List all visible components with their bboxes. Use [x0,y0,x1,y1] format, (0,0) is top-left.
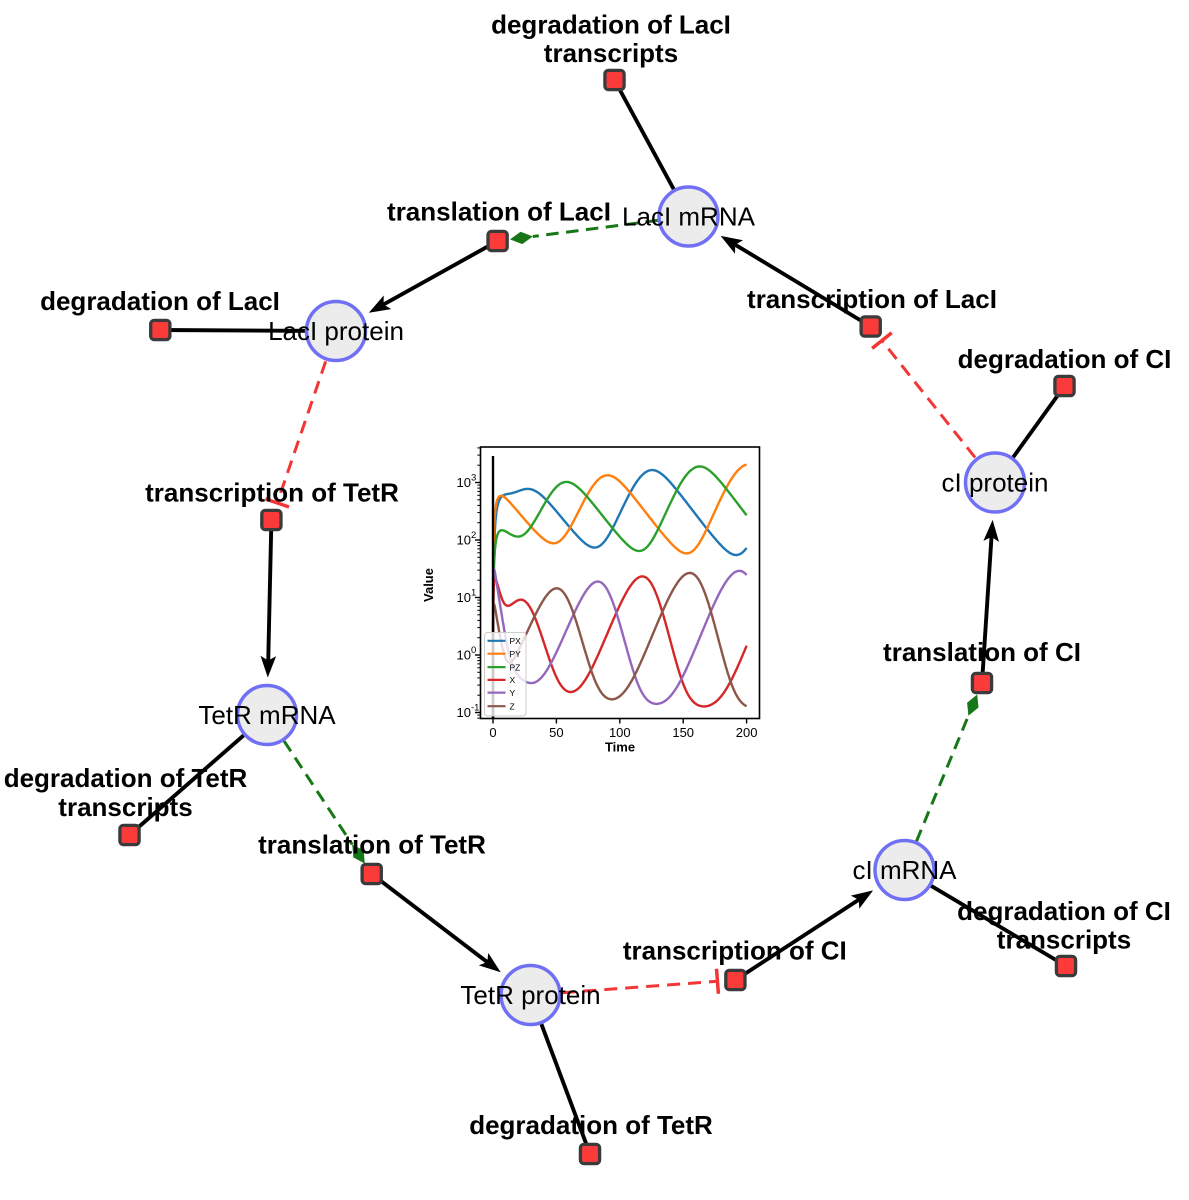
svg-text:X: X [510,675,516,685]
svg-text:degradation of LacI: degradation of LacI [40,286,280,316]
svg-text:degradation of CI: degradation of CI [958,344,1172,374]
svg-text:cI mRNA: cI mRNA [853,855,958,885]
svg-text:transcripts: transcripts [544,38,678,68]
svg-text:transcripts: transcripts [58,792,192,822]
svg-text:transcription of CI: transcription of CI [623,936,847,966]
svg-text:LacI mRNA: LacI mRNA [622,201,756,231]
svg-text:Y: Y [510,688,516,698]
svg-text:200: 200 [736,725,758,740]
svg-text:PZ: PZ [510,662,521,672]
svg-text:Value: Value [421,568,436,602]
svg-text:PX: PX [510,636,522,646]
svg-text:degradation of LacI: degradation of LacI [491,10,731,40]
svg-text:transcription of TetR: transcription of TetR [145,478,399,508]
svg-text:10: 10 [457,533,471,548]
svg-text:degradation of TetR: degradation of TetR [469,1110,713,1140]
svg-text:TetR protein: TetR protein [460,980,600,1010]
svg-text:-1: -1 [471,703,479,714]
svg-text:LacI protein: LacI protein [268,316,404,346]
svg-text:0: 0 [471,645,476,656]
svg-text:TetR mRNA: TetR mRNA [198,700,336,730]
svg-text:translation of CI: translation of CI [883,637,1081,667]
svg-text:transcription of LacI: transcription of LacI [747,284,997,314]
svg-text:translation of TetR: translation of TetR [258,830,486,860]
svg-text:Time: Time [605,740,635,755]
svg-text:10: 10 [457,590,471,605]
svg-text:2: 2 [471,530,476,541]
svg-text:150: 150 [672,725,694,740]
svg-text:degradation of CI: degradation of CI [957,896,1171,926]
svg-text:50: 50 [549,725,563,740]
svg-text:100: 100 [609,725,631,740]
svg-text:transcripts: transcripts [997,925,1131,955]
svg-text:translation of LacI: translation of LacI [387,197,611,227]
svg-text:PY: PY [510,649,522,659]
svg-text:10: 10 [457,648,471,663]
svg-text:Z: Z [510,701,515,711]
svg-text:0: 0 [489,725,496,740]
svg-text:degradation of TetR: degradation of TetR [4,763,248,793]
svg-text:10: 10 [457,475,471,490]
svg-text:10: 10 [457,705,471,720]
svg-text:1: 1 [471,588,476,599]
svg-text:cI protein: cI protein [942,467,1049,497]
svg-text:3: 3 [471,473,476,484]
